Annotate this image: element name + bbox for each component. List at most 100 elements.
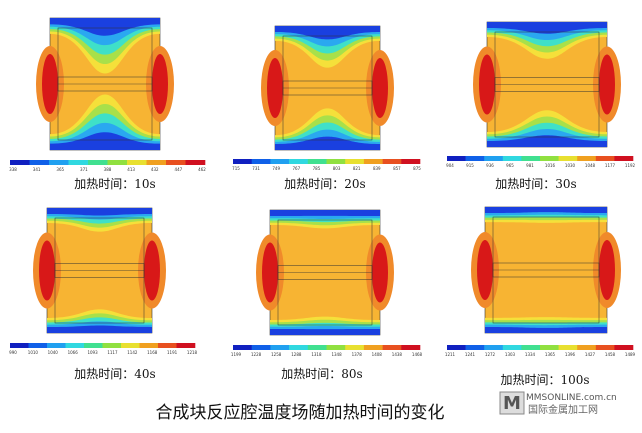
- hot-zone: [599, 54, 615, 115]
- colorbar-segment: [166, 160, 186, 165]
- watermark: M MMSONLINE.com.cn 国际金属加工网: [499, 391, 617, 416]
- colorbar-label: 715: [232, 166, 240, 171]
- colorbar-label: 1117: [107, 350, 118, 355]
- cool-band: [50, 132, 160, 150]
- colorbar-label: 1334: [525, 352, 536, 357]
- colorbar-segment: [102, 343, 122, 348]
- colorbar-segment: [185, 160, 206, 165]
- colorbar-label: 1427: [585, 352, 596, 357]
- logo-box: [499, 391, 525, 415]
- colorbar-segment: [577, 156, 597, 161]
- colorbar-segment: [107, 160, 128, 165]
- colorbar-label: 447: [175, 167, 183, 172]
- colorbar-segment: [595, 345, 615, 350]
- hot-zone: [372, 58, 388, 118]
- hot-zone: [477, 240, 493, 300]
- figure-caption: 合成块反应腔温度场随加热时间的变化: [156, 403, 445, 423]
- contour-panel: 1211 1241 1272 1303 1334 1365 1396 1427 1458 1489…: [445, 206, 636, 387]
- colorbar-segment: [289, 159, 309, 164]
- colorbar-segment: [270, 345, 290, 350]
- panel-caption: 加热时间：40s: [74, 367, 155, 381]
- colorbar-segment: [345, 159, 365, 164]
- colorbar-label: 1040: [48, 350, 59, 355]
- hot-zone: [42, 54, 58, 114]
- colorbar-segment: [382, 345, 402, 350]
- colorbar-segment: [88, 160, 108, 165]
- colorbar-label: 1408: [372, 352, 383, 357]
- cool-band: [47, 325, 152, 333]
- cool-band: [487, 22, 607, 34]
- colorbar-label: 1168: [147, 350, 158, 355]
- colorbar-label: 1066: [68, 350, 79, 355]
- colorbar-label: 1177: [605, 163, 616, 168]
- colorbar-segment: [10, 343, 29, 348]
- colorbar-segment: [484, 156, 504, 161]
- colorbar-segment: [47, 343, 66, 348]
- panel-caption: 加热时间：80s: [281, 367, 362, 381]
- colorbar-segment: [345, 345, 365, 350]
- cool-band: [485, 326, 607, 333]
- panel-caption: 加热时间：100s: [500, 373, 589, 387]
- colorbar-label: 1211: [445, 352, 456, 357]
- colorbar-segment: [484, 345, 504, 350]
- colorbar-segment: [28, 343, 48, 348]
- colorbar-label: 338: [9, 167, 17, 172]
- colorbar-segment: [176, 343, 196, 348]
- colorbar-segment: [465, 156, 485, 161]
- colorbar-label: 365: [56, 167, 64, 172]
- colorbar-label: 1093: [87, 350, 98, 355]
- colorbar-label: 1288: [291, 352, 302, 357]
- colorbar-segment: [251, 159, 271, 164]
- colorbar-segment: [307, 159, 327, 164]
- colorbar-label: 1468: [412, 352, 423, 357]
- hot-zone: [267, 58, 283, 118]
- colorbar-segment: [363, 159, 383, 164]
- colorbar-label: 904: [446, 163, 454, 168]
- colorbar-label: 1258: [271, 352, 282, 357]
- colorbar-label: 1272: [485, 352, 496, 357]
- colorbar-label: 1458: [605, 352, 616, 357]
- panel-caption: 加热时间：10s: [74, 177, 155, 191]
- cool-band: [487, 135, 607, 147]
- colorbar-label: 1030: [565, 163, 576, 168]
- hot-zone: [152, 54, 168, 114]
- colorbar-segment: [502, 156, 522, 161]
- colorbar-segment: [121, 343, 140, 348]
- colorbar-segment: [521, 345, 541, 350]
- hot-zone: [372, 242, 388, 303]
- contour-panel: 715 731 749 767 785 803 821 839 857 875 加热时间：20s: [232, 25, 421, 191]
- colorbar-label: 1048: [585, 163, 596, 168]
- colorbar-segment: [577, 345, 597, 350]
- hot-zone: [39, 240, 55, 301]
- cool-band: [275, 26, 380, 40]
- contour-panel: 1199 1228 1258 1288 1318 1348 1378 1408 1438 1468…: [231, 209, 423, 381]
- colorbar-label: 1318: [311, 352, 322, 357]
- colorbar-label: 990: [9, 350, 17, 355]
- colorbar-segment: [233, 345, 252, 350]
- colorbar-segment: [558, 156, 578, 161]
- colorbar-segment: [289, 345, 309, 350]
- panel-caption: 加热时间：30s: [495, 177, 576, 191]
- hot-zone: [479, 54, 495, 115]
- colorbar-label: 1489: [625, 352, 636, 357]
- colorbar-segment: [540, 156, 559, 161]
- colorbar-segment: [595, 156, 615, 161]
- cool-band: [270, 329, 380, 335]
- colorbar-label: 731: [252, 166, 260, 171]
- logo-letter: M: [503, 393, 521, 414]
- colorbar-label: 965: [506, 163, 514, 168]
- colorbar-label: 936: [486, 163, 494, 168]
- colorbar-label: 1241: [465, 352, 476, 357]
- colorbar-label: 1218: [187, 350, 198, 355]
- colorbar-segment: [465, 345, 485, 350]
- colorbar-label: 1378: [352, 352, 363, 357]
- colorbar-label: 1303: [505, 352, 516, 357]
- colorbar-label: 857: [393, 166, 401, 171]
- contour-panel: 990 1010 1040 1066 1093 1117 1142 1168 1191 1218 加…: [9, 207, 198, 381]
- colorbar-label: 1191: [167, 350, 178, 355]
- panel-caption: 加热时间：20s: [284, 177, 365, 191]
- colorbar-segment: [614, 156, 634, 161]
- colorbar-segment: [49, 160, 69, 165]
- colorbar-label: 915: [466, 163, 474, 168]
- colorbar-segment: [401, 345, 421, 350]
